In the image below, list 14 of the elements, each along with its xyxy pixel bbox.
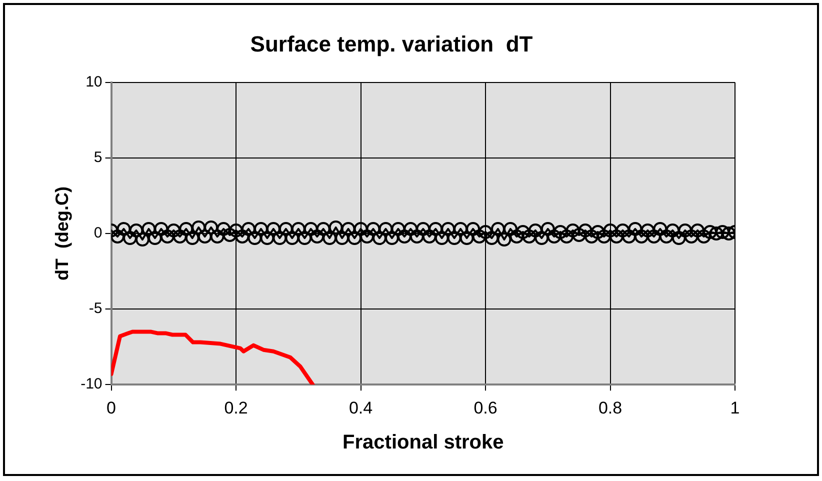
x-tick-label: 0.4 [348,398,373,418]
x-axis-title: Fractional stroke [342,432,504,454]
x-tick-label: 0.2 [224,398,248,418]
y-tick-label: -5 [88,300,102,318]
y-tick-label: 10 [86,74,102,91]
y-tick-label: -10 [80,376,102,393]
x-tick-label: 0.8 [598,398,622,418]
y-tick-label: 0 [94,224,102,242]
y-tick-label: 5 [94,149,102,166]
x-tick-label: 0.6 [474,398,498,418]
x-tick-label: 0 [106,398,116,418]
y-axis-title: dT (deg.C) [52,186,72,280]
x-tick-label: 1 [730,398,740,418]
chart-title: Surface temp. variation dT [250,31,534,56]
